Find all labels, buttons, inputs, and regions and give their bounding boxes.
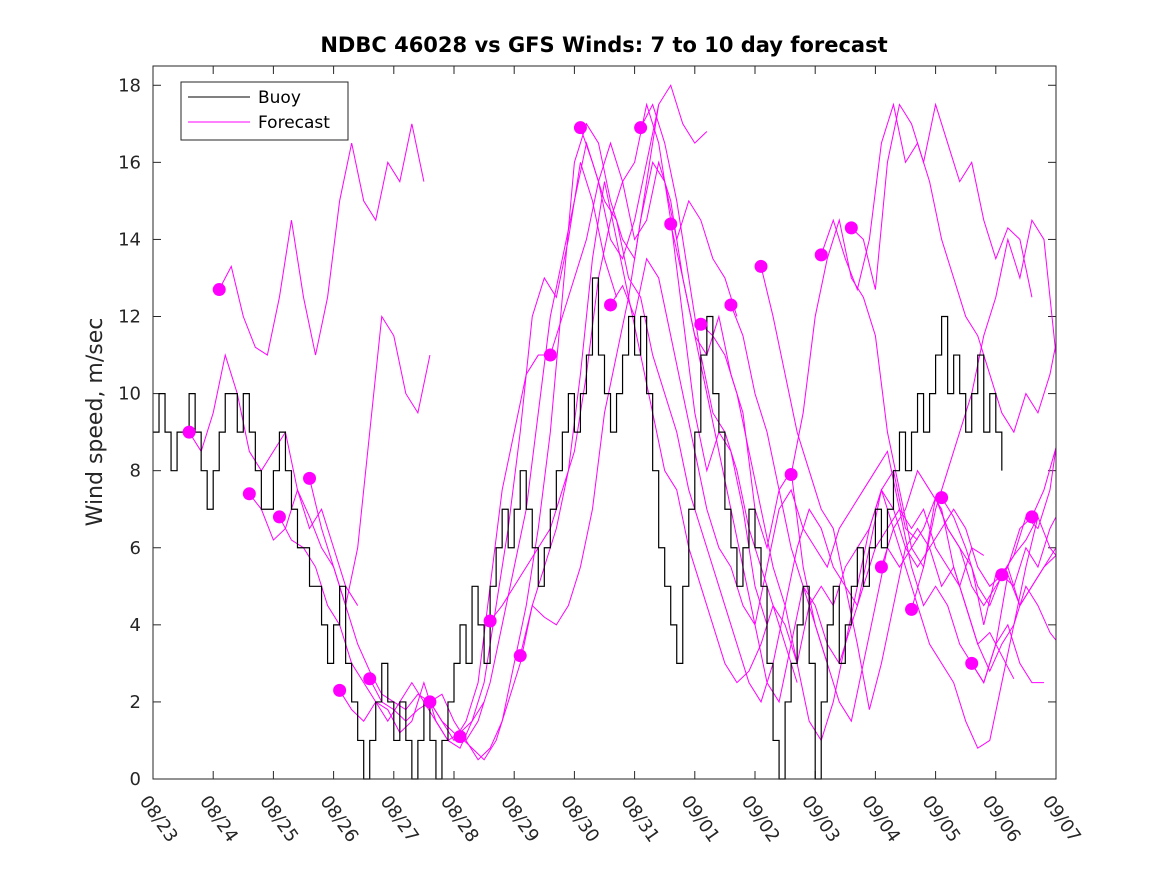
forecast-marker bbox=[935, 491, 949, 505]
forecast-line-11 bbox=[519, 181, 798, 684]
forecast-line-10 bbox=[489, 102, 768, 625]
buoy-line bbox=[153, 277, 1003, 780]
forecast-line-9 bbox=[459, 161, 738, 761]
forecast-marker bbox=[242, 487, 256, 501]
forecast-marker bbox=[513, 649, 527, 663]
forecast-line-6 bbox=[339, 162, 618, 742]
forecast-marker bbox=[995, 568, 1009, 582]
y-tick-label: 2 bbox=[130, 692, 141, 713]
forecast-line-24 bbox=[911, 218, 1057, 610]
buoy-series bbox=[153, 277, 1003, 780]
forecast-line-23 bbox=[880, 469, 1039, 673]
forecast-marker bbox=[363, 672, 377, 686]
forecast-line-7 bbox=[369, 104, 660, 742]
legend-forecast-label: Forecast bbox=[258, 113, 330, 133]
forecast-marker bbox=[272, 510, 286, 524]
forecast-line-22 bbox=[850, 102, 1033, 298]
forecast-series bbox=[188, 84, 1057, 761]
forecast-marker bbox=[724, 298, 738, 312]
forecast-marker bbox=[844, 221, 858, 235]
y-tick-label: 8 bbox=[130, 461, 141, 482]
forecast-marker bbox=[212, 283, 226, 297]
forecast-marker bbox=[874, 560, 888, 574]
forecast-marker bbox=[303, 471, 317, 485]
forecast-line-21 bbox=[820, 102, 1057, 434]
legend-box bbox=[180, 81, 349, 141]
forecast-line-8 bbox=[429, 84, 708, 761]
y-tick-label: 4 bbox=[130, 615, 141, 636]
forecast-marker bbox=[483, 614, 497, 628]
y-tick-label: 0 bbox=[130, 769, 141, 790]
forecast-marker bbox=[965, 656, 979, 670]
forecast-line-17 bbox=[700, 323, 1057, 749]
forecast-marker bbox=[1025, 510, 1039, 524]
forecast-marker bbox=[573, 121, 587, 135]
forecast-line-13 bbox=[579, 127, 918, 704]
legend: Buoy Forecast bbox=[180, 81, 349, 141]
forecast-marker bbox=[905, 602, 919, 616]
chart-title: NDBC 46028 vs GFS Winds: 7 to 10 day for… bbox=[320, 33, 887, 57]
y-tick-label: 10 bbox=[118, 384, 141, 405]
y-tick-labels: 0 2 4 6 8 10 12 14 16 18 bbox=[118, 75, 141, 790]
y-tick-label: 12 bbox=[118, 307, 141, 328]
forecast-line-14 bbox=[610, 257, 985, 627]
forecast-marker bbox=[182, 425, 196, 439]
forecast-marker bbox=[604, 298, 618, 312]
y-tick-label: 14 bbox=[118, 229, 141, 250]
forecast-start-markers bbox=[182, 121, 1039, 744]
forecast-line-4 bbox=[278, 516, 485, 749]
forecast-marker bbox=[453, 730, 467, 744]
forecast-marker bbox=[784, 468, 798, 482]
forecast-marker bbox=[814, 248, 828, 262]
forecast-marker bbox=[333, 683, 347, 697]
forecast-marker bbox=[423, 695, 437, 709]
forecast-line-27 bbox=[1001, 515, 1057, 576]
y-tick-label: 6 bbox=[130, 538, 141, 559]
forecast-marker bbox=[543, 348, 557, 362]
plot-frame bbox=[152, 65, 1057, 780]
y-axis-label: Wind speed, m/sec bbox=[83, 318, 108, 527]
forecast-line-2 bbox=[218, 123, 425, 356]
forecast-marker bbox=[694, 317, 708, 331]
forecast-line-26 bbox=[971, 547, 1057, 684]
forecast-line-15 bbox=[640, 103, 1015, 680]
legend-buoy-label: Buoy bbox=[258, 88, 301, 108]
forecast-line-1 bbox=[188, 353, 359, 606]
y-tick-label: 18 bbox=[118, 75, 141, 96]
forecast-marker bbox=[634, 121, 648, 135]
y-tick-label: 16 bbox=[118, 152, 141, 173]
forecast-marker bbox=[754, 259, 768, 273]
forecast-marker bbox=[664, 217, 678, 231]
